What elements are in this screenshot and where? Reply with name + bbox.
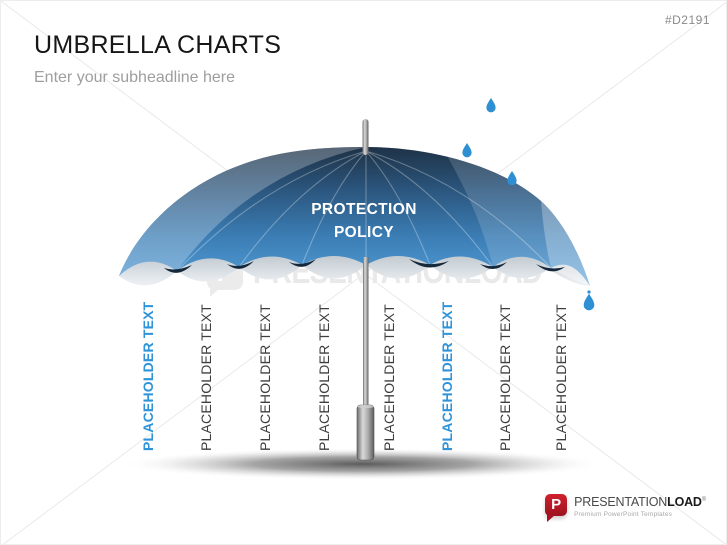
umbrella-center-label[interactable]: PROTECTION POLICY xyxy=(311,198,417,244)
umbrella-canopy xyxy=(119,147,590,286)
page-title[interactable]: UMBRELLA CHARTS xyxy=(34,31,282,59)
protection-line2: POLICY xyxy=(333,224,395,241)
raindrop-icons xyxy=(462,98,595,311)
protection-line1: PROTECTION xyxy=(311,201,417,218)
rib-tip-flaps xyxy=(164,259,565,273)
placeholder-column-4[interactable]: PLACEHOLDER TEXT xyxy=(316,304,332,451)
umbrella-pole xyxy=(363,257,369,409)
logo-tagline: Premium PowerPoint Templates xyxy=(574,511,673,518)
placeholder-column-6[interactable]: PLACEHOLDER TEXT xyxy=(439,301,455,451)
placeholder-column-2[interactable]: PLACEHOLDER TEXT xyxy=(198,304,214,451)
presentationload-p-icon: P xyxy=(545,493,568,522)
umbrella-ribs xyxy=(176,150,552,272)
placeholder-column-3[interactable]: PLACEHOLDER TEXT xyxy=(257,304,273,451)
subheadline[interactable]: Enter your subheadline here xyxy=(34,69,236,86)
placeholder-column-5[interactable]: PLACEHOLDER TEXT xyxy=(381,304,397,451)
canopy-light-panels xyxy=(119,147,590,286)
slide-id-badge: #D2191 xyxy=(664,13,710,27)
placeholder-column-1[interactable]: PLACEHOLDER TEXT xyxy=(140,301,156,451)
logo-brand-text: PRESENTATIONLOAD® xyxy=(574,495,706,509)
presentationload-logo: P PRESENTATIONLOAD® Premium PowerPoint T… xyxy=(545,493,706,522)
umbrella-ferrule xyxy=(362,119,369,155)
placeholder-column-7[interactable]: PLACEHOLDER TEXT xyxy=(497,304,513,451)
logo-p-letter: P xyxy=(551,496,562,514)
placeholder-column-8[interactable]: PLACEHOLDER TEXT xyxy=(553,304,569,451)
handle-top-highlight xyxy=(357,404,374,409)
ground-shadow xyxy=(120,448,606,480)
umbrella-handle xyxy=(356,404,375,461)
